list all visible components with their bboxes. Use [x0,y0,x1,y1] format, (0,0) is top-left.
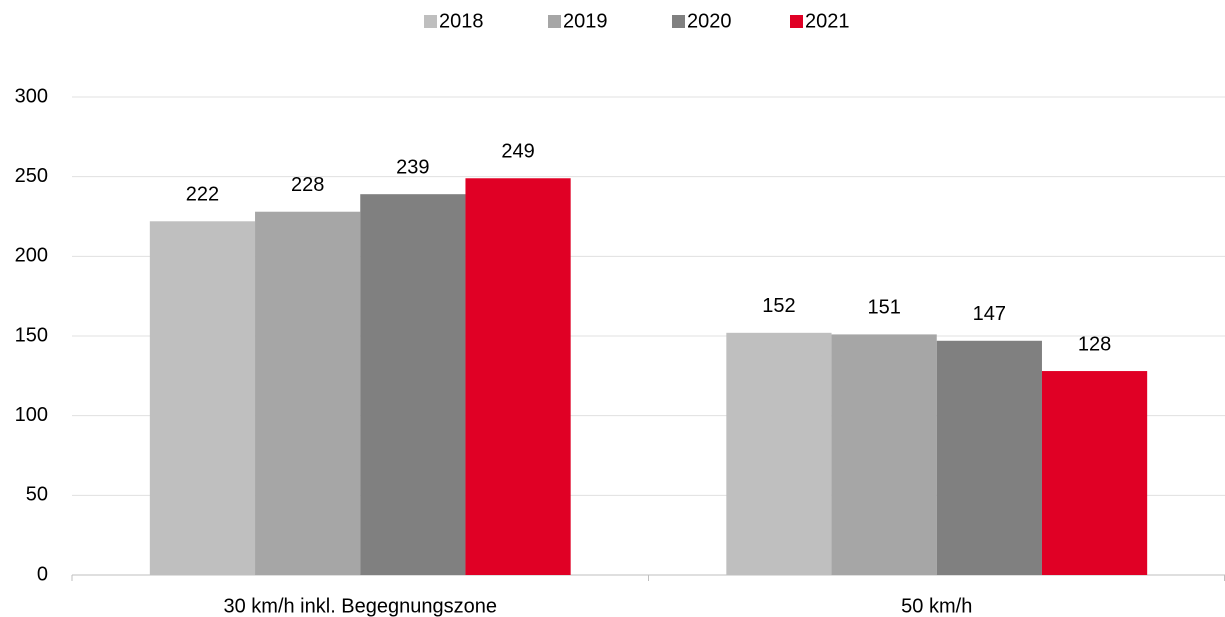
data-label: 239 [396,156,429,178]
y-tick-label: 300 [15,85,48,107]
y-tick-label: 100 [15,404,48,426]
legend-label: 2019 [563,10,608,32]
legend-label: 2021 [805,10,850,32]
legend-swatch [548,15,561,28]
legend-swatch [424,15,437,28]
bar [831,334,937,575]
bar [726,332,832,575]
legend-label: 2018 [439,10,484,32]
y-tick-label: 250 [15,165,48,187]
bar [936,340,1042,575]
data-label: 128 [1078,333,1111,355]
y-tick-label: 200 [15,245,48,267]
bar [149,221,256,575]
legend-swatch [672,15,685,28]
data-label: 147 [973,303,1006,325]
data-label: 249 [501,141,534,163]
bar [360,194,466,575]
legend-swatch [790,15,803,28]
data-label: 228 [291,174,324,196]
bar [1041,371,1148,575]
legend-label: 2020 [687,10,732,32]
y-tick-label: 50 [26,484,48,506]
data-label: 222 [186,184,219,206]
x-tick-label: 30 km/h inkl. Begegnungszone [223,595,497,617]
data-label: 151 [867,297,900,319]
y-tick-label: 0 [37,563,48,585]
x-tick-label: 50 km/h [901,595,972,617]
bar [255,211,361,575]
data-label: 152 [762,295,795,317]
bar [465,178,571,575]
y-tick-label: 150 [15,324,48,346]
